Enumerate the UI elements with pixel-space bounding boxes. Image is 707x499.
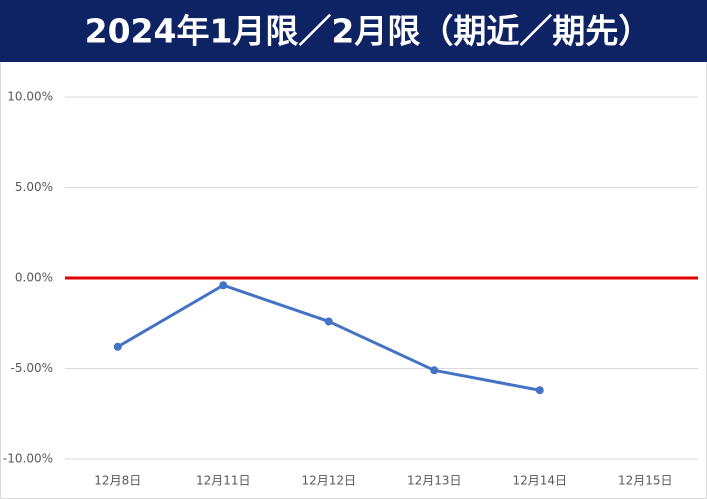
chart-title: 2024年1月限／2月限（期近／期先） — [85, 12, 652, 51]
point — [535, 386, 544, 395]
y-tick-label: 5.00% — [15, 180, 53, 194]
x-tick-label: 12月11日 — [196, 474, 251, 488]
x-tick-label: 12月13日 — [407, 474, 462, 488]
point — [219, 281, 228, 290]
y-tick-label: 10.00% — [7, 90, 53, 104]
point — [430, 366, 439, 375]
x-tick-label: 12月8日 — [94, 474, 141, 488]
point — [324, 317, 333, 326]
x-tick-label: 12月15日 — [618, 474, 673, 488]
point — [113, 342, 122, 351]
x-tick-label: 12月14日 — [512, 474, 567, 488]
y-tick-label: -10.00% — [3, 452, 53, 466]
y-tick-label: 0.00% — [15, 271, 53, 285]
x-tick-label: 12月12日 — [301, 474, 356, 488]
y-tick-label: -5.00% — [11, 361, 53, 375]
title-banner — [0, 0, 707, 62]
